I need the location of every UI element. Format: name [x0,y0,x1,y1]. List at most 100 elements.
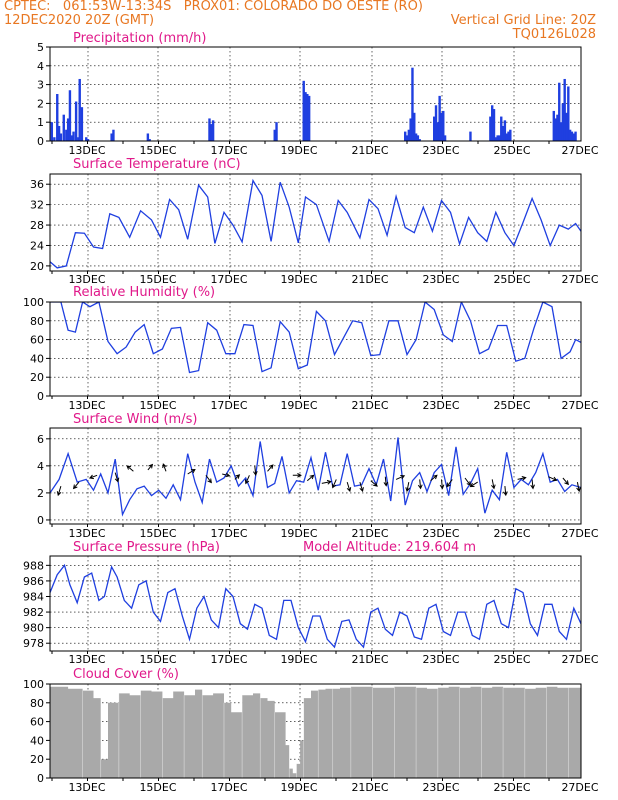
precipitation-bar [556,114,559,141]
pressure-xtick-label: 25DEC [493,653,530,666]
temperature-xtick-label: 13DEC [68,273,105,286]
temperature-ytick-label: 36 [30,178,44,191]
pressure-xtick-label: 19DEC [280,653,317,666]
humidity-xtick-label: 27DEC [561,399,598,412]
humidity-ytick-label: 0 [37,390,44,403]
humidity-ytick-label: 60 [30,334,44,347]
pressure-xtick-label: 15DEC [139,653,176,666]
wind-frame [49,427,582,525]
wind-arrow [346,481,352,493]
cloud-cover-xtick-label: 13DEC [68,781,105,794]
precipitation-bar [85,137,88,141]
wind-arrow [88,474,98,480]
precipitation-bar [302,80,305,141]
precipitation-bar [561,103,565,141]
humidity-line [50,302,581,374]
wind-arrow [359,481,364,493]
pressure-xtick-label: 17DEC [210,653,247,666]
precipitation-bar [492,109,496,141]
temperature-ytick-label: 20 [30,260,44,273]
cloud-cover-panel: Cloud Cover (%) 0 20 40 60 80 100 13DEC 15DEC 17D… [23,667,599,794]
wind-arrow [446,479,453,488]
cloud-cover-ytick-label: 40 [30,734,44,747]
precipitation-bar [210,124,213,141]
precipitation-bar [404,131,407,141]
pressure-xtick-label: 13DEC [68,653,105,666]
wind-arrow [517,476,527,481]
precipitation-bar [443,135,447,141]
precipitation-bar [496,135,499,141]
temperature-xtick-label: 17DEC [210,273,247,286]
pressure-ytick-label: 988 [23,559,44,572]
precipitation-ytick-label: 3 [37,79,44,92]
wind-panel: Surface Wind (m/s) 0 2 4 6 13DEC 15DEC 17DEC 19D… [37,412,599,540]
precipitation-bar [507,131,510,141]
wind-title: Surface Wind (m/s) [73,412,197,427]
pressure-ytick-label: 980 [23,622,44,635]
precipitation-bar [66,118,70,141]
pressure-xtick-label: 21DEC [351,653,388,666]
precipitation-bar [86,139,90,141]
wind-arrow [405,482,410,493]
precipitation-bar [306,94,309,141]
precipitation-bar [409,118,412,141]
precipitation-bar [559,122,563,141]
precipitation-xtick-label: 19DEC [280,144,317,157]
wind-xtick-label: 21DEC [351,527,388,540]
temperature-ytick-label: 24 [30,239,44,252]
precipitation-bar [80,107,84,141]
wind-arrow [395,475,406,480]
temperature-line [50,178,581,269]
wind-arrow [205,475,212,484]
wind-arrow [383,476,389,487]
wind-arrow [234,474,241,480]
precipitation-xtick-label: 13DEC [68,144,105,157]
cloud-cover-frame [49,683,582,779]
humidity-xtick-label: 15DEC [139,399,176,412]
wind-arrow [464,477,472,487]
precipitation-ytick-label: 4 [37,60,44,73]
precipitation-bar [434,105,438,141]
pressure-panel: Surface Pressure (hPa) Model Altitude: 21… [23,540,599,666]
temperature-ytick-label: 28 [30,219,44,232]
precipitation-bar [494,137,498,141]
precipitation-bar [62,114,65,141]
temperature-xtick-label: 23DEC [422,273,459,286]
precipitation-bar [59,133,63,141]
pressure-ytick-label: 978 [23,637,44,650]
humidity-xtick-label: 25DEC [493,399,530,412]
temperature-xtick-label: 15DEC [139,273,176,286]
pressure-frame [49,555,582,652]
wind-xtick-label: 25DEC [493,527,530,540]
precipitation-bar [148,139,151,141]
temperature-title: Surface Temperature (nC) [73,157,241,172]
cloud-cover-xtick-label: 25DEC [493,781,530,794]
cloud-cover-xtick-label: 23DEC [422,781,459,794]
wind-xtick-label: 19DEC [280,527,317,540]
precipitation-ytick-label: 5 [37,41,44,54]
humidity-xtick-label: 23DEC [422,399,459,412]
precipitation-bar [146,133,150,141]
precipitation-xtick-label: 21DEC [351,144,388,157]
temperature-xtick-label: 21DEC [351,273,388,286]
precipitation-bar [570,131,574,141]
precipitation-bar [442,110,445,141]
precipitation-bar [411,67,414,141]
humidity-title: Relative Humidity (%) [73,285,215,300]
precipitation-bar [500,116,503,141]
precipitation-bar [70,135,73,141]
wind-arrow [370,480,378,487]
precipitation-frame [49,46,582,142]
cloud-cover-ytick-label: 80 [30,697,44,710]
pressure-ytick-label: 986 [23,575,44,588]
precipitation-bar [489,116,492,141]
precipitation-bar [56,94,59,141]
humidity-xtick-label: 21DEC [351,399,388,412]
precipitation-bar [565,112,568,141]
precipitation-bar [65,129,68,141]
wind-arrow [530,479,535,490]
wind-ytick-label: 0 [37,514,44,527]
cloud-cover-ytick-label: 100 [23,678,44,691]
precipitation-panel: Precipitation (mm/h) 0 1 2 3 4 5 13DEC 15DEC 17DE… [37,31,599,157]
wind-arrow [576,482,581,493]
